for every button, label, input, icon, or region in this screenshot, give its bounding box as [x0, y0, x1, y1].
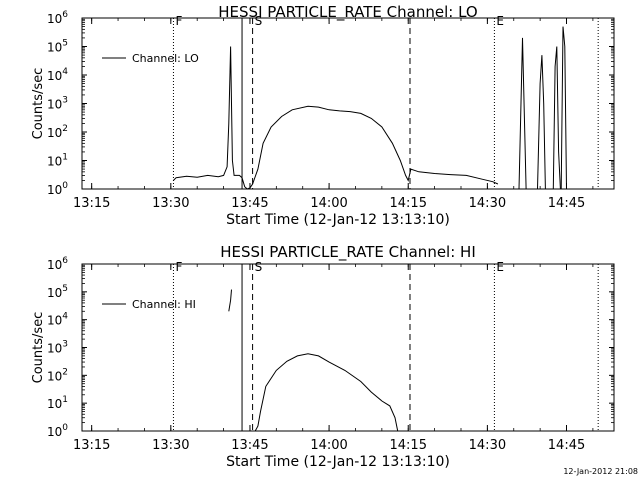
x-tick-label: 14:45	[548, 196, 585, 211]
time-marker-label: E	[496, 260, 504, 274]
y-axis-label: Counts/sec	[31, 68, 46, 140]
y-tick-label: 106	[47, 10, 68, 26]
x-tick-label: 13:45	[231, 438, 268, 453]
plot-frame	[81, 17, 615, 190]
series-line	[552, 46, 561, 190]
x-tick-label: 14:30	[469, 196, 506, 211]
x-tick-label: 13:15	[73, 438, 110, 453]
x-tick-label: 14:15	[390, 438, 427, 453]
y-tick-label: 101	[47, 395, 68, 411]
y-tick-label: 101	[47, 153, 68, 169]
series-line	[560, 26, 567, 190]
legend-label: Channel: LO	[132, 52, 199, 65]
time-marker-label: F	[175, 260, 182, 274]
x-tick-label: 14:30	[469, 438, 506, 453]
series-line	[518, 37, 527, 190]
series-line	[173, 46, 499, 190]
chart-panel-1: HESSI PARTICLE_RATE Channel: LO 100 101 102…	[31, 3, 615, 228]
x-tick-label: 14:45	[548, 438, 585, 453]
x-tick-label: 13:30	[152, 438, 189, 453]
x-tick-label: 13:45	[231, 196, 268, 211]
time-marker-label: E	[496, 14, 504, 28]
y-tick-label: 105	[47, 284, 68, 300]
series-line	[228, 289, 232, 312]
y-tick-label: 103	[47, 340, 68, 356]
chart-title: HESSI PARTICLE_RATE Channel: LO	[218, 3, 477, 22]
chart-panels: HESSI PARTICLE_RATE Channel: LO 100 101 102…	[31, 3, 615, 470]
x-tick-label: 13:15	[73, 196, 110, 211]
series-line	[537, 55, 546, 190]
y-tick-label: 102	[47, 124, 68, 140]
x-tick-label: 14:15	[390, 196, 427, 211]
y-axis-label: Counts/sec	[31, 312, 46, 384]
y-tick-label: 104	[47, 67, 68, 83]
y-tick-label: 106	[47, 256, 68, 272]
chart-panel-2: HESSI PARTICLE_RATE Channel: HI 100 101 102…	[31, 243, 615, 470]
x-tick-label: 14:00	[310, 196, 347, 211]
plot-frame	[81, 263, 615, 432]
x-axis-label: Start Time (12-Jan-12 13:13:10)	[226, 454, 450, 470]
series-line	[254, 353, 399, 432]
time-marker-label: S	[255, 14, 263, 28]
y-tick-label: 100	[47, 181, 68, 197]
y-tick-label: 102	[47, 367, 68, 383]
y-tick-label: 105	[47, 39, 68, 55]
y-tick-label: 100	[47, 423, 68, 439]
x-axis-label: Start Time (12-Jan-12 13:13:10)	[226, 212, 450, 228]
y-tick-label: 104	[47, 312, 68, 328]
x-tick-label: 13:30	[152, 196, 189, 211]
time-marker-label: F	[175, 14, 182, 28]
time-marker-label: S	[255, 260, 263, 274]
x-tick-label: 14:00	[310, 438, 347, 453]
y-tick-label: 103	[47, 96, 68, 112]
legend-label: Channel: HI	[132, 298, 196, 311]
footer-timestamp: 12-Jan-2012 21:08	[563, 467, 638, 476]
chart-title: HESSI PARTICLE_RATE Channel: HI	[220, 243, 476, 262]
